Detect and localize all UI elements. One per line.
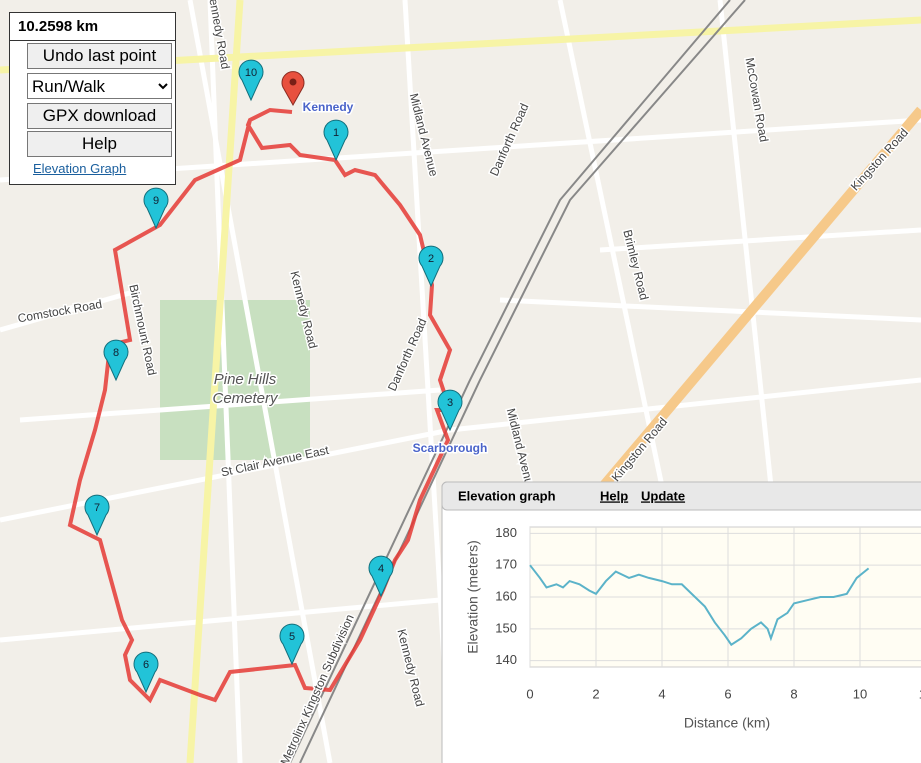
start-marker[interactable] <box>281 71 305 107</box>
street-label: Danforth Road <box>385 316 430 393</box>
marker-label: 8 <box>113 347 119 359</box>
street-label: Brimley Road <box>620 228 651 301</box>
help-button[interactable]: Help <box>27 131 172 157</box>
elevation-chart: 140 150 160 170 180 0 2 4 6 8 10 12 <box>495 525 921 701</box>
marker-label: 6 <box>143 659 149 671</box>
x-tick-label: 12 <box>919 686 921 701</box>
street-label: Comstock Road <box>17 297 104 326</box>
y-axis-label: Elevation (meters) <box>465 540 481 654</box>
x-tick-label: 0 <box>526 686 533 701</box>
y-tick-label: 180 <box>495 525 517 540</box>
route-marker[interactable] <box>418 245 444 288</box>
street-label: Danforth Road <box>487 101 532 178</box>
elevation-link[interactable]: Elevation Graph <box>33 161 127 176</box>
marker-label: 9 <box>153 195 159 207</box>
elevation-update[interactable]: Update <box>641 488 685 503</box>
street-label: Birchmount Road <box>126 283 159 377</box>
x-tick-label: 8 <box>790 686 797 701</box>
marker-label: 10 <box>245 67 257 79</box>
y-tick-label: 170 <box>495 557 517 572</box>
x-tick-label: 6 <box>724 686 731 701</box>
x-tick-label: 2 <box>592 686 599 701</box>
street-label: Kennedy Road <box>394 628 427 708</box>
control-panel: 10.2598 km Undo last point Run/Walk GPX … <box>9 12 176 185</box>
markers: 1 2 3 4 5 6 7 8 9 10 <box>84 59 463 694</box>
marker-label: 1 <box>333 127 339 139</box>
station-label: Kennedy <box>303 100 354 114</box>
route <box>67 107 453 704</box>
marker-label: 2 <box>428 253 434 265</box>
gpx-button[interactable]: GPX download <box>27 103 172 129</box>
route-marker[interactable] <box>279 623 305 666</box>
park-label: Pine Hills <box>214 371 277 388</box>
station-label: Scarborough <box>413 441 488 455</box>
marker-label: 5 <box>289 631 295 643</box>
route-marker[interactable] <box>143 187 169 230</box>
marker-label: 7 <box>94 502 100 514</box>
x-axis-label: Distance (km) <box>684 715 770 731</box>
y-tick-label: 160 <box>495 588 517 603</box>
route-marker[interactable] <box>103 339 129 382</box>
distance: 10.2598 km <box>10 13 175 41</box>
route-marker[interactable] <box>368 555 394 598</box>
route-marker[interactable] <box>323 119 349 162</box>
route-marker[interactable] <box>84 494 110 537</box>
marker-label: 4 <box>378 563 384 575</box>
x-tick-label: 10 <box>853 686 867 701</box>
elevation-title: Elevation graph <box>458 488 556 503</box>
mode-select[interactable]: Run/Walk <box>27 73 172 99</box>
street-label: Kingston Road <box>848 126 911 194</box>
elevation-help[interactable]: Help <box>600 488 628 503</box>
park-label: Cemetery <box>212 390 279 407</box>
route-marker[interactable] <box>238 59 264 102</box>
undo-button[interactable]: Undo last point <box>27 43 172 69</box>
elevation-line <box>529 564 870 647</box>
y-tick-label: 150 <box>495 620 517 635</box>
y-tick-label: 140 <box>495 652 517 667</box>
route-marker[interactable] <box>437 389 463 432</box>
route-marker[interactable] <box>133 651 159 694</box>
marker-label: 3 <box>447 397 453 409</box>
x-tick-label: 4 <box>658 686 665 701</box>
start-marker-dot <box>289 78 297 86</box>
elevation-panel: Elevation graph Help Update 140 150 160 170… <box>441 481 921 763</box>
